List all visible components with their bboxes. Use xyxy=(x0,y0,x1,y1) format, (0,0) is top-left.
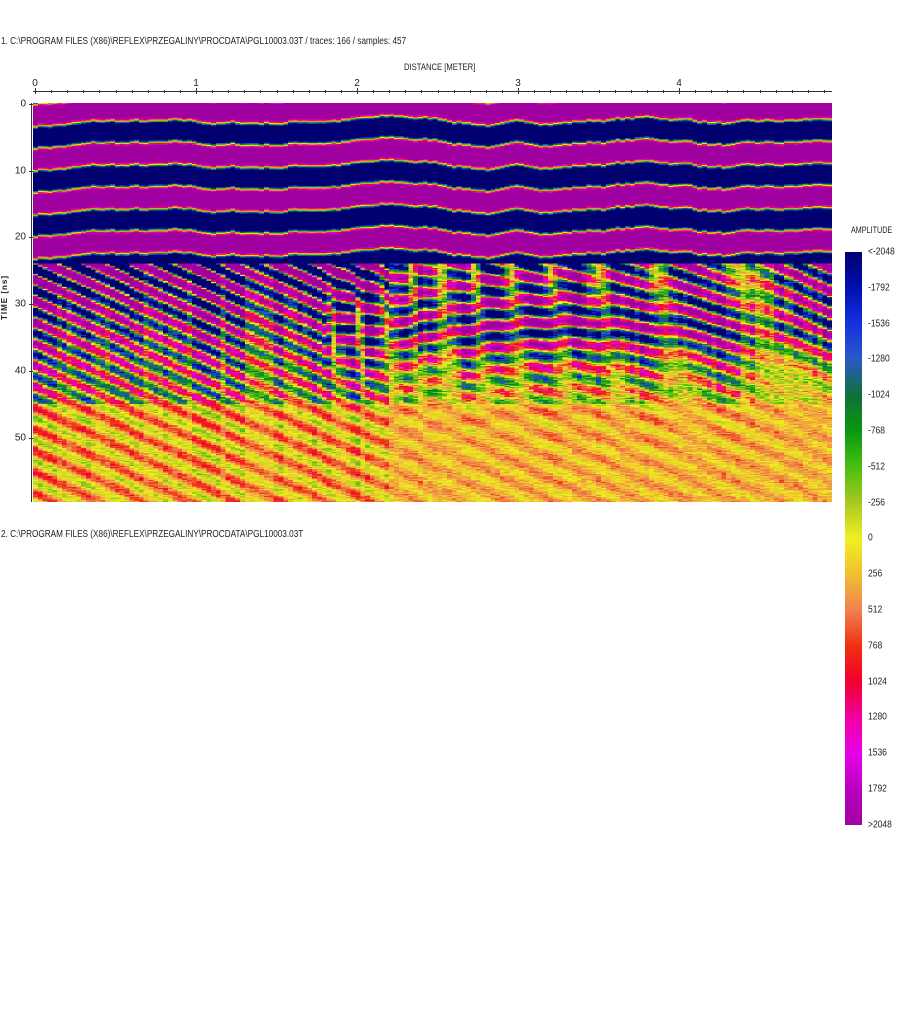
y-tick-label: 10 xyxy=(14,165,26,177)
colorbar-label: -512 xyxy=(868,461,886,473)
y-tick-label: 40 xyxy=(14,365,26,377)
x-tick-label: 2 xyxy=(354,78,360,89)
colorbar-label: 1792 xyxy=(868,783,887,795)
x-tick-label: 0 xyxy=(32,78,38,89)
x-tick-label: 1 xyxy=(193,78,199,89)
colorbar-label: -1024 xyxy=(868,389,890,401)
y-tick-label: 30 xyxy=(14,298,26,310)
colorbar-label: -1280 xyxy=(868,353,890,365)
colorbar xyxy=(845,252,862,825)
x-axis-label: DISTANCE [METER] xyxy=(404,62,476,72)
colorbar-label: 1536 xyxy=(868,747,887,759)
colorbar-label: -768 xyxy=(868,425,886,437)
colorbar-label: 1280 xyxy=(868,711,887,723)
y-axis-label: TIME [ns] xyxy=(0,275,9,320)
colorbar-label: 512 xyxy=(868,604,883,616)
panel2-title: 2. C:\PROGRAM FILES (X86)\REFLEX\PRZEGAL… xyxy=(1,529,304,540)
y-tick-label: 50 xyxy=(14,432,26,443)
x-tick-label: 3 xyxy=(515,78,521,89)
colorbar-label: <-2048 xyxy=(868,246,895,258)
colorbar-label: >2048 xyxy=(868,819,892,831)
radargram-heatmap xyxy=(33,103,832,502)
colorbar-label: 0 xyxy=(868,532,873,544)
panel1-title: 1. C:\PROGRAM FILES (X86)\REFLEX\PRZEGAL… xyxy=(1,36,407,47)
colorbar-title: AMPLITUDE xyxy=(851,225,893,235)
colorbar-label: 1024 xyxy=(868,676,887,688)
x-tick-label: 4 xyxy=(676,78,682,89)
colorbar-label: -1536 xyxy=(868,318,890,330)
colorbar-label: -256 xyxy=(868,497,886,509)
y-axis-line xyxy=(31,103,32,502)
x-axis-line xyxy=(33,91,832,92)
y-tick-label: 0 xyxy=(20,98,26,110)
y-tick-label: 20 xyxy=(14,231,26,243)
colorbar-label: 768 xyxy=(868,640,883,652)
colorbar-label: -1792 xyxy=(868,282,890,294)
colorbar-label: 256 xyxy=(868,568,883,580)
